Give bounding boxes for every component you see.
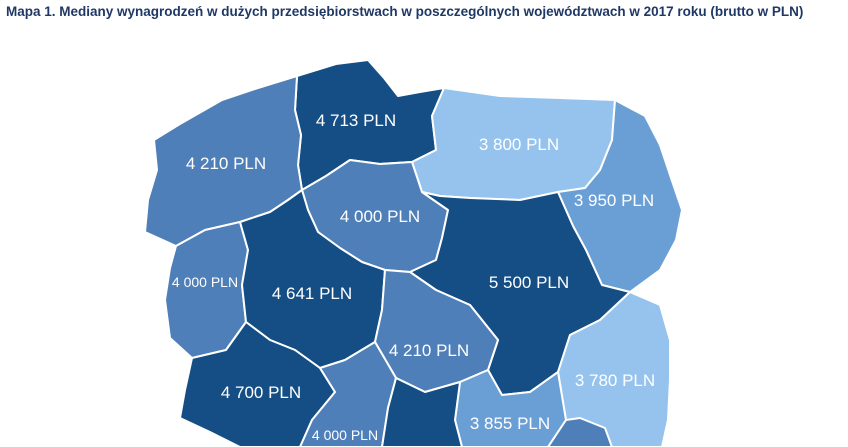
region-label-mazowieckie: 5 500 PLN xyxy=(488,273,570,292)
region-label-podlaskie: 3 950 PLN xyxy=(573,191,655,210)
region-label-warminsko-mazurskie: 3 800 PLN xyxy=(478,135,560,154)
region-label-wielkopolskie: 4 641 PLN xyxy=(271,284,353,303)
region-lubelskie xyxy=(557,291,671,447)
region-label-opolskie: 4 000 PLN xyxy=(311,427,379,443)
region-label-pomorskie: 4 713 PLN xyxy=(315,111,397,130)
region-label-lodzkie: 4 210 PLN xyxy=(388,341,470,360)
region-label-dolnoslaskie: 4 700 PLN xyxy=(220,383,302,402)
region-label-lubelskie: 3 780 PLN xyxy=(574,371,656,390)
region-label-kujawsko-pomorskie: 4 000 PLN xyxy=(339,207,421,226)
region-label-swietokrzyskie: 3 855 PLN xyxy=(469,414,551,433)
region-label-lubuskie: 4 000 PLN xyxy=(171,274,239,290)
map-title: Mapa 1. Mediany wynagrodzeń w dużych prz… xyxy=(6,4,804,19)
region-podkarpackie xyxy=(547,417,613,447)
region-slaskie xyxy=(381,377,463,447)
region-label-zachodniopomorskie: 4 210 PLN xyxy=(185,154,267,173)
